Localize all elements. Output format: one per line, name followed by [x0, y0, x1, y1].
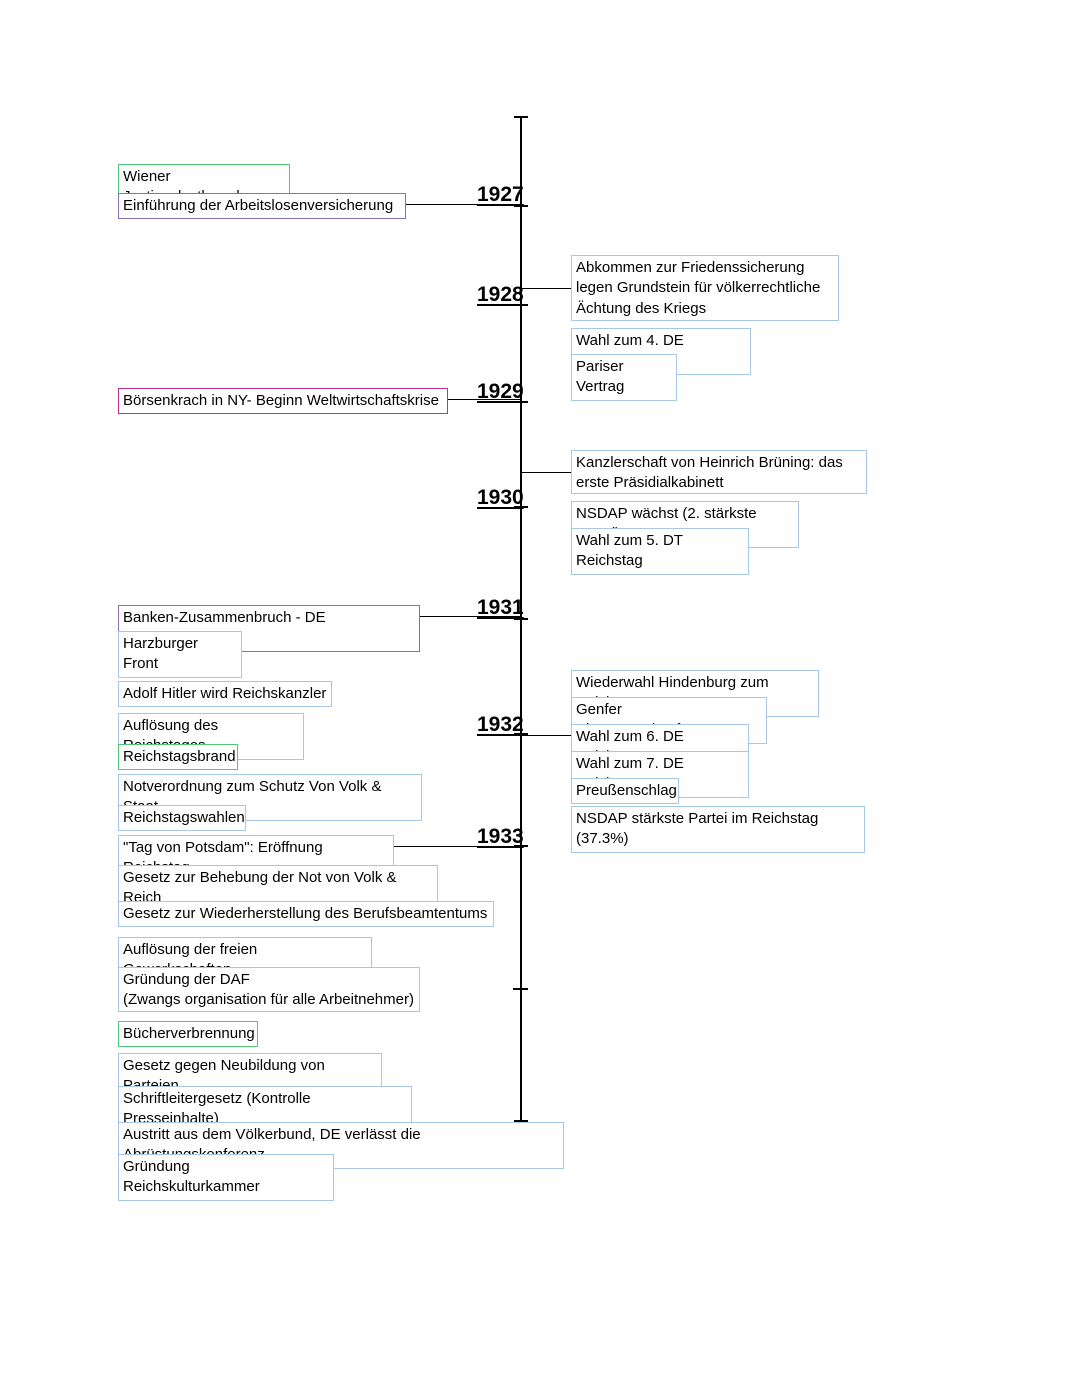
- event-box: Kanzlerschaft von Heinrich Brüning: das …: [571, 450, 867, 494]
- event-box: Reichstagsbrand: [118, 744, 238, 770]
- year-label: 1929: [477, 380, 524, 404]
- event-box: Reichstagswahlen: [118, 805, 246, 831]
- connector-line: [406, 204, 520, 205]
- event-box: Abkommen zur Friedenssicherung legen Gru…: [571, 255, 839, 321]
- year-label: 1928: [477, 283, 524, 307]
- event-box: Bücherverbrennung: [118, 1021, 258, 1047]
- connector-line: [420, 616, 520, 617]
- axis-tick: [514, 116, 528, 118]
- event-box: Adolf Hitler wird Reichskanzler: [118, 681, 332, 707]
- connector-line: [522, 472, 571, 473]
- connector-line: [448, 399, 520, 400]
- year-label: 1930: [477, 486, 524, 510]
- event-box: Preußenschlag: [571, 778, 679, 804]
- event-box: Einführung der Arbeitslosenversicherung: [118, 193, 406, 219]
- timeline-canvas: 1927192819291930193119321933Wiener Justi…: [0, 0, 1080, 1397]
- axis-segment: [520, 845, 522, 988]
- axis-tick: [513, 988, 528, 990]
- year-label: 1932: [477, 713, 524, 737]
- connector-line: [522, 735, 571, 736]
- event-box: NSDAP stärkste Partei im Reichstag (37.3…: [571, 806, 865, 853]
- event-box: Pariser Vertrag: [571, 354, 677, 401]
- event-box: Gründung Reichskulturkammer: [118, 1154, 334, 1201]
- connector-line: [394, 846, 520, 847]
- event-box: Börsenkrach in NY- Beginn Weltwirtschaft…: [118, 388, 448, 414]
- event-box: Gesetz zur Wiederherstellung des Berufsb…: [118, 901, 494, 927]
- event-box: Gründung der DAF (Zwangs organisation fü…: [118, 967, 420, 1012]
- event-box: Harzburger Front: [118, 631, 242, 678]
- event-box: Wahl zum 5. DT Reichstag: [571, 528, 749, 575]
- connector-line: [522, 288, 571, 289]
- axis-segment: [520, 988, 522, 1120]
